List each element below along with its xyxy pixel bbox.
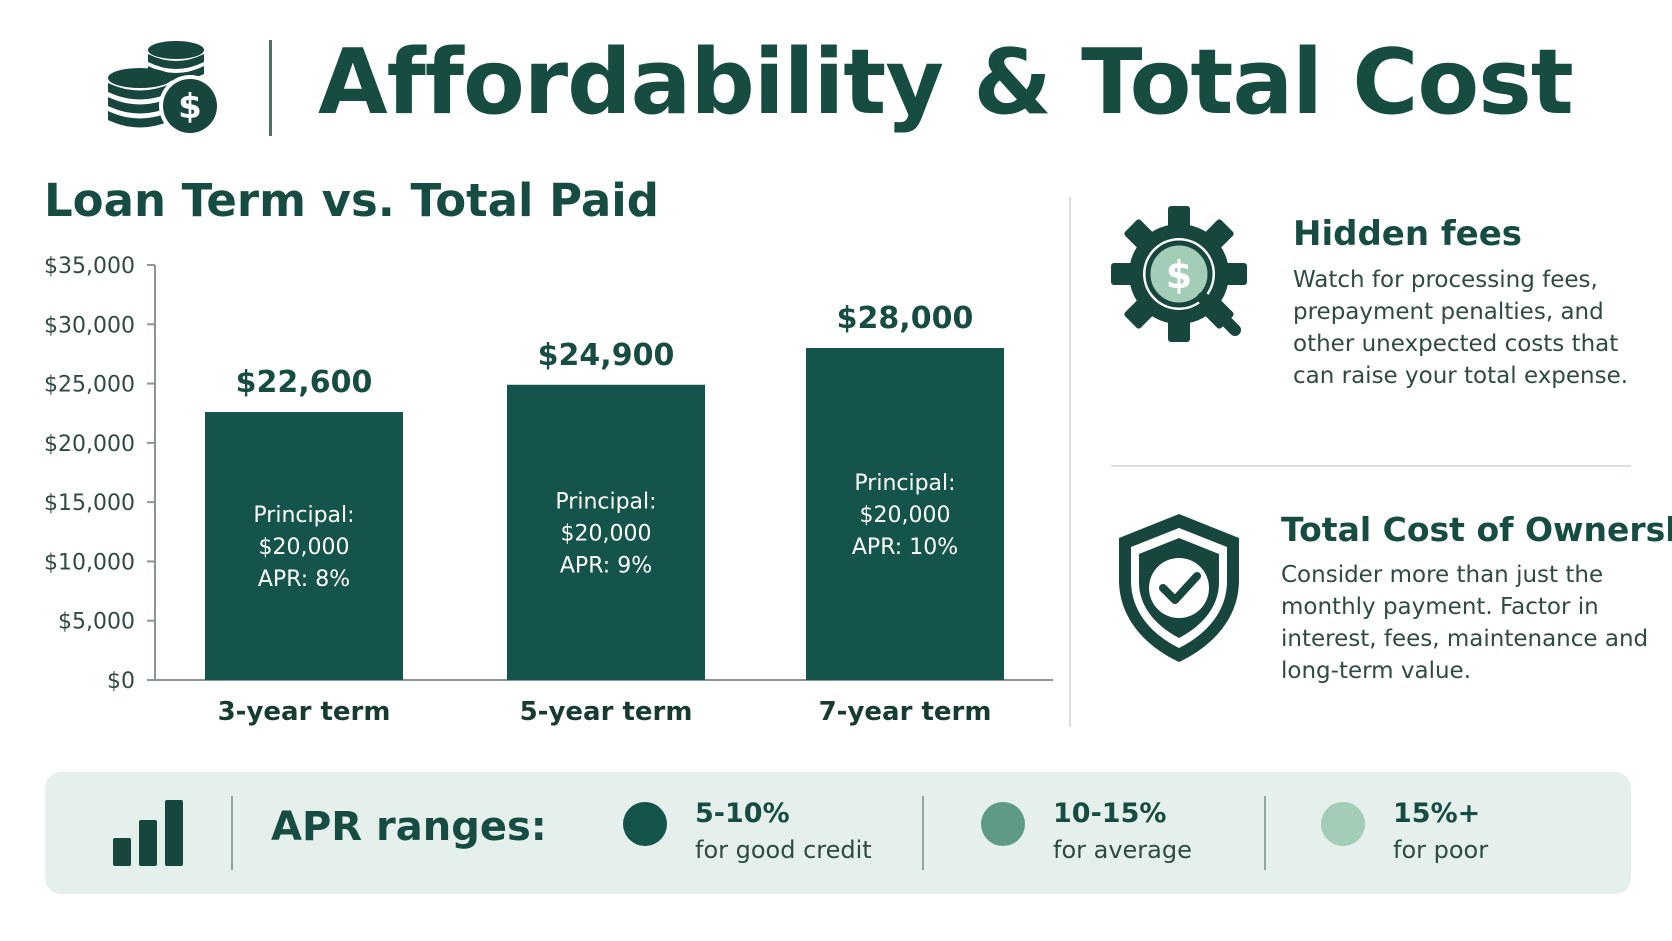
total-cost-text: Consider more than just the monthly paym… [1281,562,1649,684]
chart-title: Loan Term vs. Total Paid [44,174,659,227]
apr-range-desc: for poor [1393,836,1489,864]
total-cost-title: Total Cost of Ownership [1281,510,1672,549]
bar-note: APR: 10% [852,535,958,560]
y-tick-label: $25,000 [44,373,135,398]
apr-range-desc: for average [1053,836,1192,864]
coins-dollar-icon: $ [108,41,221,137]
y-tick-label: $10,000 [44,550,135,575]
hidden-fees-text: Watch for processing fees, prepayment pe… [1293,267,1629,389]
y-tick-label: $20,000 [44,432,135,457]
apr-dot-good [623,802,667,846]
apr-dot-poor [1321,802,1365,846]
x-category-label: 5-year term [520,697,693,727]
bar-value-label: $24,900 [538,338,675,373]
page-title: Affordability & Total Cost [318,30,1574,135]
svg-text:$: $ [178,87,202,127]
apr-range-value: 15%+ [1393,798,1481,829]
bar-note: Principal: [854,471,955,496]
apr-range-value: 5-10% [695,798,790,829]
y-tick-label: $35,000 [44,254,135,279]
header-divider [269,40,272,136]
bar-chart-icon [113,800,183,866]
bar [205,412,403,680]
apr-divider [1264,796,1266,870]
y-tick-label: $5,000 [58,610,135,635]
y-tick-label: $30,000 [44,313,135,338]
card-divider [1111,465,1631,467]
bar-note: APR: 9% [560,553,652,578]
bar-note: Principal: [555,489,656,514]
svg-text:$: $ [1166,253,1192,297]
apr-dot-average [981,802,1025,846]
x-category-label: 7-year term [819,697,992,727]
bar-chart: $0 $5,000 $10,000 $15,000 $20,000 $25,000 $30,… [44,254,1053,727]
bar-note: $20,000 [561,521,652,546]
y-tick-label: $0 [107,669,135,694]
gear-dollar-magnifier-icon: $ [1111,206,1247,342]
y-tick-label: $15,000 [44,491,135,516]
bar [507,384,705,680]
bar-value-label: $22,600 [236,365,373,400]
apr-divider [922,796,924,870]
bar-note: Principal: [253,503,354,528]
x-category-label: 3-year term [218,697,391,727]
bar [806,348,1004,680]
apr-ranges-label: APR ranges: [271,804,547,850]
apr-divider [231,796,233,870]
apr-range-desc: for good credit [695,836,872,864]
apr-range-value: 10-15% [1053,798,1167,829]
bar-note: $20,000 [259,535,350,560]
bar-note: APR: 8% [258,567,350,592]
section-divider [1069,197,1071,727]
apr-ranges-panel: APR ranges: 5-10% for good credit 10-15%… [45,772,1631,894]
header: $ Affordability & Total Cost [0,0,1672,150]
bar-note: $20,000 [860,503,951,528]
hidden-fees-title: Hidden fees [1293,214,1523,254]
hidden-fees-card: Hidden fees Watch for processing fees, p… [1293,214,1653,392]
shield-check-icon [1119,514,1239,662]
bar-value-label: $28,000 [837,301,974,336]
total-cost-card: Total Cost of Ownership Consider more th… [1281,510,1672,687]
